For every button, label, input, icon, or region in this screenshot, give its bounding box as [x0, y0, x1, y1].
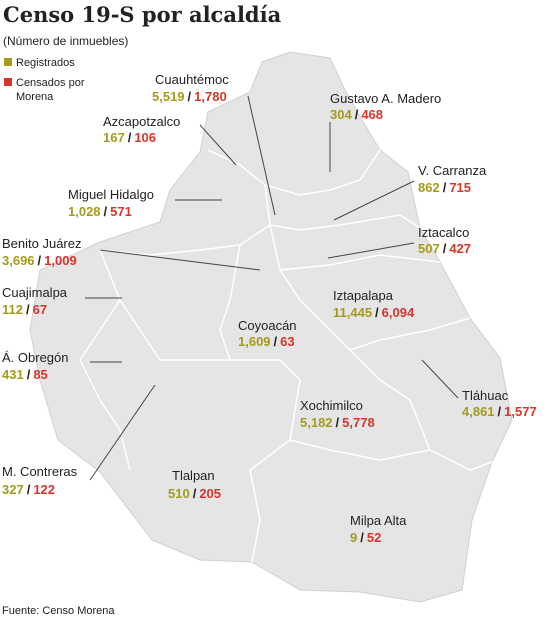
boundaries	[79, 149, 493, 563]
region-values: 304/468	[330, 107, 383, 122]
separator: /	[26, 482, 31, 497]
region-values: 167/106	[103, 130, 156, 145]
registrados-value: 1,028	[68, 204, 101, 219]
region-values: 507/427	[418, 241, 471, 256]
separator: /	[37, 253, 42, 268]
separator: /	[442, 180, 447, 195]
region-name: Azcapotzalco	[103, 114, 181, 129]
censados-value: 1,780	[194, 89, 227, 104]
region-name: Cuauhtémoc	[155, 72, 229, 87]
region-name: V. Carranza	[418, 163, 487, 178]
region-values: 11,445/6,094	[333, 305, 414, 320]
registrados-value: 1,609	[238, 334, 271, 349]
title: Censo 19-S por alcaldía	[3, 2, 282, 27]
footer: Fuente: Censo Morena	[2, 605, 115, 617]
registrados-value: 304	[330, 107, 352, 122]
censados-value: 1,009	[44, 253, 77, 268]
registrados-value: 4,861	[462, 404, 495, 419]
separator: /	[127, 130, 132, 145]
registrados-value: 3,696	[2, 253, 35, 268]
separator: /	[335, 415, 340, 430]
region-values: 4,861/1,577	[462, 404, 537, 419]
censados-value: 122	[33, 482, 56, 497]
region-values: 1,028/571	[68, 204, 132, 219]
region-name: Benito Juárez	[2, 236, 82, 251]
legend-label: Registrados	[16, 57, 75, 69]
region-values: 3,696/1,009	[2, 253, 77, 268]
region-name: Xochimilco	[300, 398, 363, 413]
region-name: Gustavo A. Madero	[330, 91, 442, 106]
region-values: 9/52	[350, 530, 381, 545]
region-values: 5,519/1,780	[152, 89, 227, 104]
region-values: 5,182/5,778	[300, 415, 375, 430]
registrados-value: 507	[418, 241, 440, 256]
separator: /	[375, 305, 379, 320]
region-name: Tláhuac	[462, 388, 509, 403]
separator: /	[192, 486, 197, 501]
censados-value: 571	[110, 204, 132, 219]
subtitle: (Número de inmuebles)	[3, 34, 129, 48]
region-name: Iztapalapa	[333, 288, 393, 303]
region-values: 510/205	[168, 486, 221, 501]
separator: /	[273, 334, 278, 349]
censados-value: 106	[134, 130, 157, 145]
separator: /	[497, 404, 502, 419]
separator: /	[25, 302, 30, 317]
censados-value: 715	[449, 180, 472, 195]
region-name: M. Contreras	[2, 464, 78, 479]
registrados-value: 862	[418, 180, 440, 195]
separator: /	[26, 367, 31, 382]
registrados-value: 431	[2, 367, 24, 382]
region-name: Miguel Hidalgo	[68, 187, 154, 202]
registrados-value: 167	[103, 130, 125, 145]
censados-value: 205	[199, 486, 222, 501]
leader-lines	[85, 95, 459, 481]
censados-value: 5,778	[342, 415, 375, 430]
registrados-value: 327	[2, 482, 24, 497]
censados-value: 67	[32, 302, 48, 317]
registrados-value: 9	[350, 530, 358, 545]
censados-value: 52	[366, 530, 382, 545]
censados-value: 63	[280, 334, 295, 349]
registrados-value: 5,519	[152, 89, 185, 104]
separator: /	[442, 241, 447, 256]
region-name: Iztacalco	[418, 225, 470, 240]
registrados-value: 510	[168, 486, 190, 501]
separator: /	[360, 530, 364, 545]
legend-swatch	[4, 58, 12, 66]
region-name: Cuajimalpa	[2, 285, 68, 300]
region-values: 112/67	[2, 302, 47, 317]
censados-value: 468	[361, 107, 384, 122]
legend-label: Censados por Morena	[16, 77, 85, 103]
separator: /	[354, 107, 359, 122]
map-shape	[29, 51, 513, 603]
censados-value: 427	[449, 241, 472, 256]
registrados-value: 112	[2, 302, 23, 317]
censados-value: 85	[33, 367, 48, 382]
region-name: Coyoacán	[238, 318, 297, 333]
registrados-value: 5,182	[300, 415, 333, 430]
legend-swatch	[4, 78, 12, 86]
region-values: 327/122	[2, 482, 55, 497]
separator: /	[103, 204, 108, 219]
region-values: 431/85	[2, 367, 48, 382]
separator: /	[187, 89, 192, 104]
region-name: Tlalpan	[172, 468, 215, 483]
censados-value: 6,094	[381, 305, 415, 320]
censados-value: 1,577	[504, 404, 537, 419]
region-name: Milpa Alta	[350, 513, 407, 528]
registrados-value: 11,445	[333, 305, 373, 320]
region-name: Á. Obregón	[2, 350, 69, 365]
region-values: 862/715	[418, 180, 471, 195]
region-values: 1,609/63	[238, 334, 295, 349]
